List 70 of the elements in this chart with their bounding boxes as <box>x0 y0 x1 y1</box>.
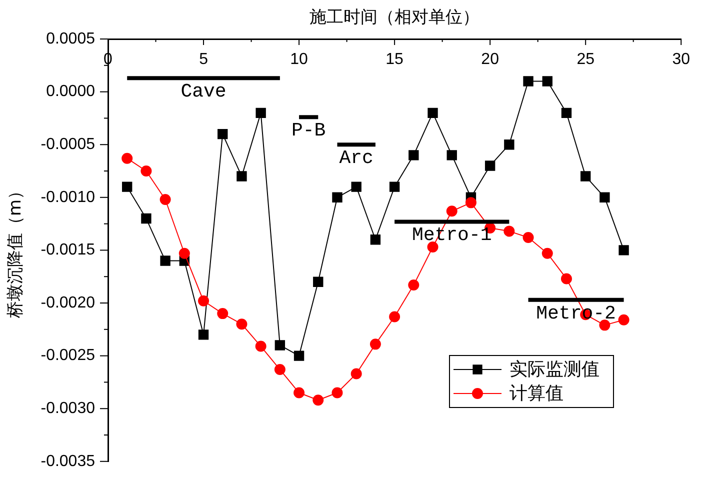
y-tick-label: -0.0035 <box>40 452 96 470</box>
point <box>408 150 419 160</box>
point <box>217 308 228 320</box>
point <box>618 245 629 256</box>
point <box>141 213 152 224</box>
point <box>294 350 304 361</box>
y-axis-title: 桥墩沉降值（m） <box>6 182 26 319</box>
point <box>446 150 457 160</box>
y-tick-label: -0.0015 <box>40 242 96 259</box>
point <box>428 108 438 118</box>
point <box>484 160 496 171</box>
point <box>198 295 210 306</box>
point <box>523 76 534 86</box>
legend-label: 实际监测值 <box>510 359 600 380</box>
point <box>160 194 171 206</box>
point <box>389 311 400 322</box>
point <box>236 171 247 182</box>
series-label: Arc <box>339 147 374 170</box>
x-tick-label: 5 <box>199 51 208 68</box>
point <box>332 192 342 202</box>
x-tick-label: 10 <box>290 51 308 68</box>
point <box>600 192 610 202</box>
point <box>294 387 305 398</box>
x-tick-label: 30 <box>672 51 690 68</box>
point <box>198 330 209 340</box>
y-tick-label: -0.0030 <box>40 400 96 418</box>
point <box>408 280 420 291</box>
point <box>370 234 381 245</box>
y-tick-label: 0.0005 <box>46 30 96 48</box>
x-tick-label: 25 <box>576 51 595 68</box>
point <box>446 206 458 217</box>
point <box>313 276 324 287</box>
point <box>560 273 572 284</box>
y-tick-label: 0.0000 <box>46 83 96 100</box>
y-tick-label: -0.0025 <box>40 347 96 364</box>
x-axis-title: 施工时间（相对单位） <box>310 8 480 28</box>
point <box>350 368 362 380</box>
point <box>542 248 553 259</box>
point <box>122 152 133 164</box>
point <box>351 182 362 192</box>
series-label: Cave <box>180 80 226 103</box>
point <box>542 76 552 86</box>
point <box>274 340 286 350</box>
point <box>140 166 152 176</box>
y-tick-label: -0.0020 <box>40 294 96 312</box>
point <box>465 197 476 208</box>
point <box>332 387 343 398</box>
point <box>561 108 572 118</box>
point <box>256 108 266 118</box>
legend-label: 计算值 <box>510 383 564 404</box>
point <box>504 226 515 237</box>
point <box>618 314 630 326</box>
point <box>218 128 228 140</box>
x-tick-label: 20 <box>481 51 500 68</box>
y-tick-label: -0.0010 <box>40 188 96 206</box>
point <box>236 318 248 330</box>
series-label: P-B <box>291 120 326 142</box>
point <box>370 338 381 350</box>
y-tick-label: -0.0005 <box>40 136 96 154</box>
point <box>160 256 170 266</box>
point <box>274 364 286 376</box>
point <box>504 140 514 150</box>
point <box>389 182 400 192</box>
x-tick-label: 15 <box>386 51 404 68</box>
point <box>255 340 266 352</box>
point <box>312 394 324 406</box>
point <box>580 171 591 182</box>
point <box>122 182 132 192</box>
point <box>522 232 534 244</box>
point <box>178 248 190 259</box>
